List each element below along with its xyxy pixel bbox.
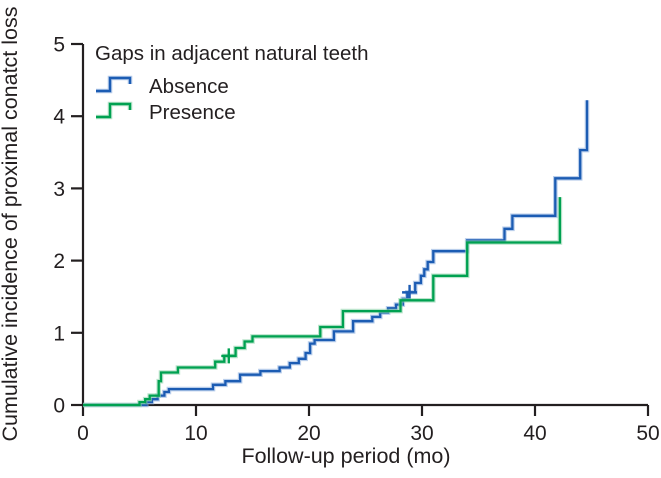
x-tick-label: 40: [523, 422, 546, 445]
curve-halo-absence: [83, 100, 590, 408]
legend-step-symbol-absence: [96, 76, 132, 93]
y-tick-label: 3: [53, 178, 65, 201]
censor-mark-presence: [221, 348, 237, 364]
legend-step-symbol-absence-halo: [96, 75, 133, 94]
legend-step-symbol-presence-halo: [96, 101, 133, 120]
x-tick-label: 10: [184, 422, 207, 445]
y-axis-title: Cumulative incidence of proximal conatct…: [0, 7, 22, 442]
y-tick-label: 0: [53, 395, 65, 418]
axis-spines: [81, 44, 648, 407]
y-tick-label: 4: [53, 106, 65, 129]
censor-mark-absence: [402, 284, 418, 300]
legend-step-symbol-presence: [96, 102, 132, 119]
y-tick-label: 2: [53, 250, 65, 273]
x-tick-label: 30: [410, 422, 433, 445]
x-tick-label: 20: [297, 422, 320, 445]
y-tick-label: 5: [53, 34, 65, 57]
curve-presence: [83, 197, 562, 407]
legend-title: Gaps in adjacent natural teeth: [95, 42, 369, 65]
x-axis-title: Follow-up period (mo): [241, 444, 450, 468]
curve-halo-presence: [83, 197, 563, 408]
x-tick-label: 50: [636, 422, 659, 445]
y-tick-label: 1: [53, 322, 65, 345]
legend-label-presence: Presence: [149, 101, 236, 124]
curve-absence: [83, 100, 589, 407]
x-tick-label: 0: [77, 422, 89, 445]
legend: Gaps in adjacent natural teeth Absence P…: [95, 42, 369, 124]
legend-label-absence: Absence: [149, 75, 229, 98]
